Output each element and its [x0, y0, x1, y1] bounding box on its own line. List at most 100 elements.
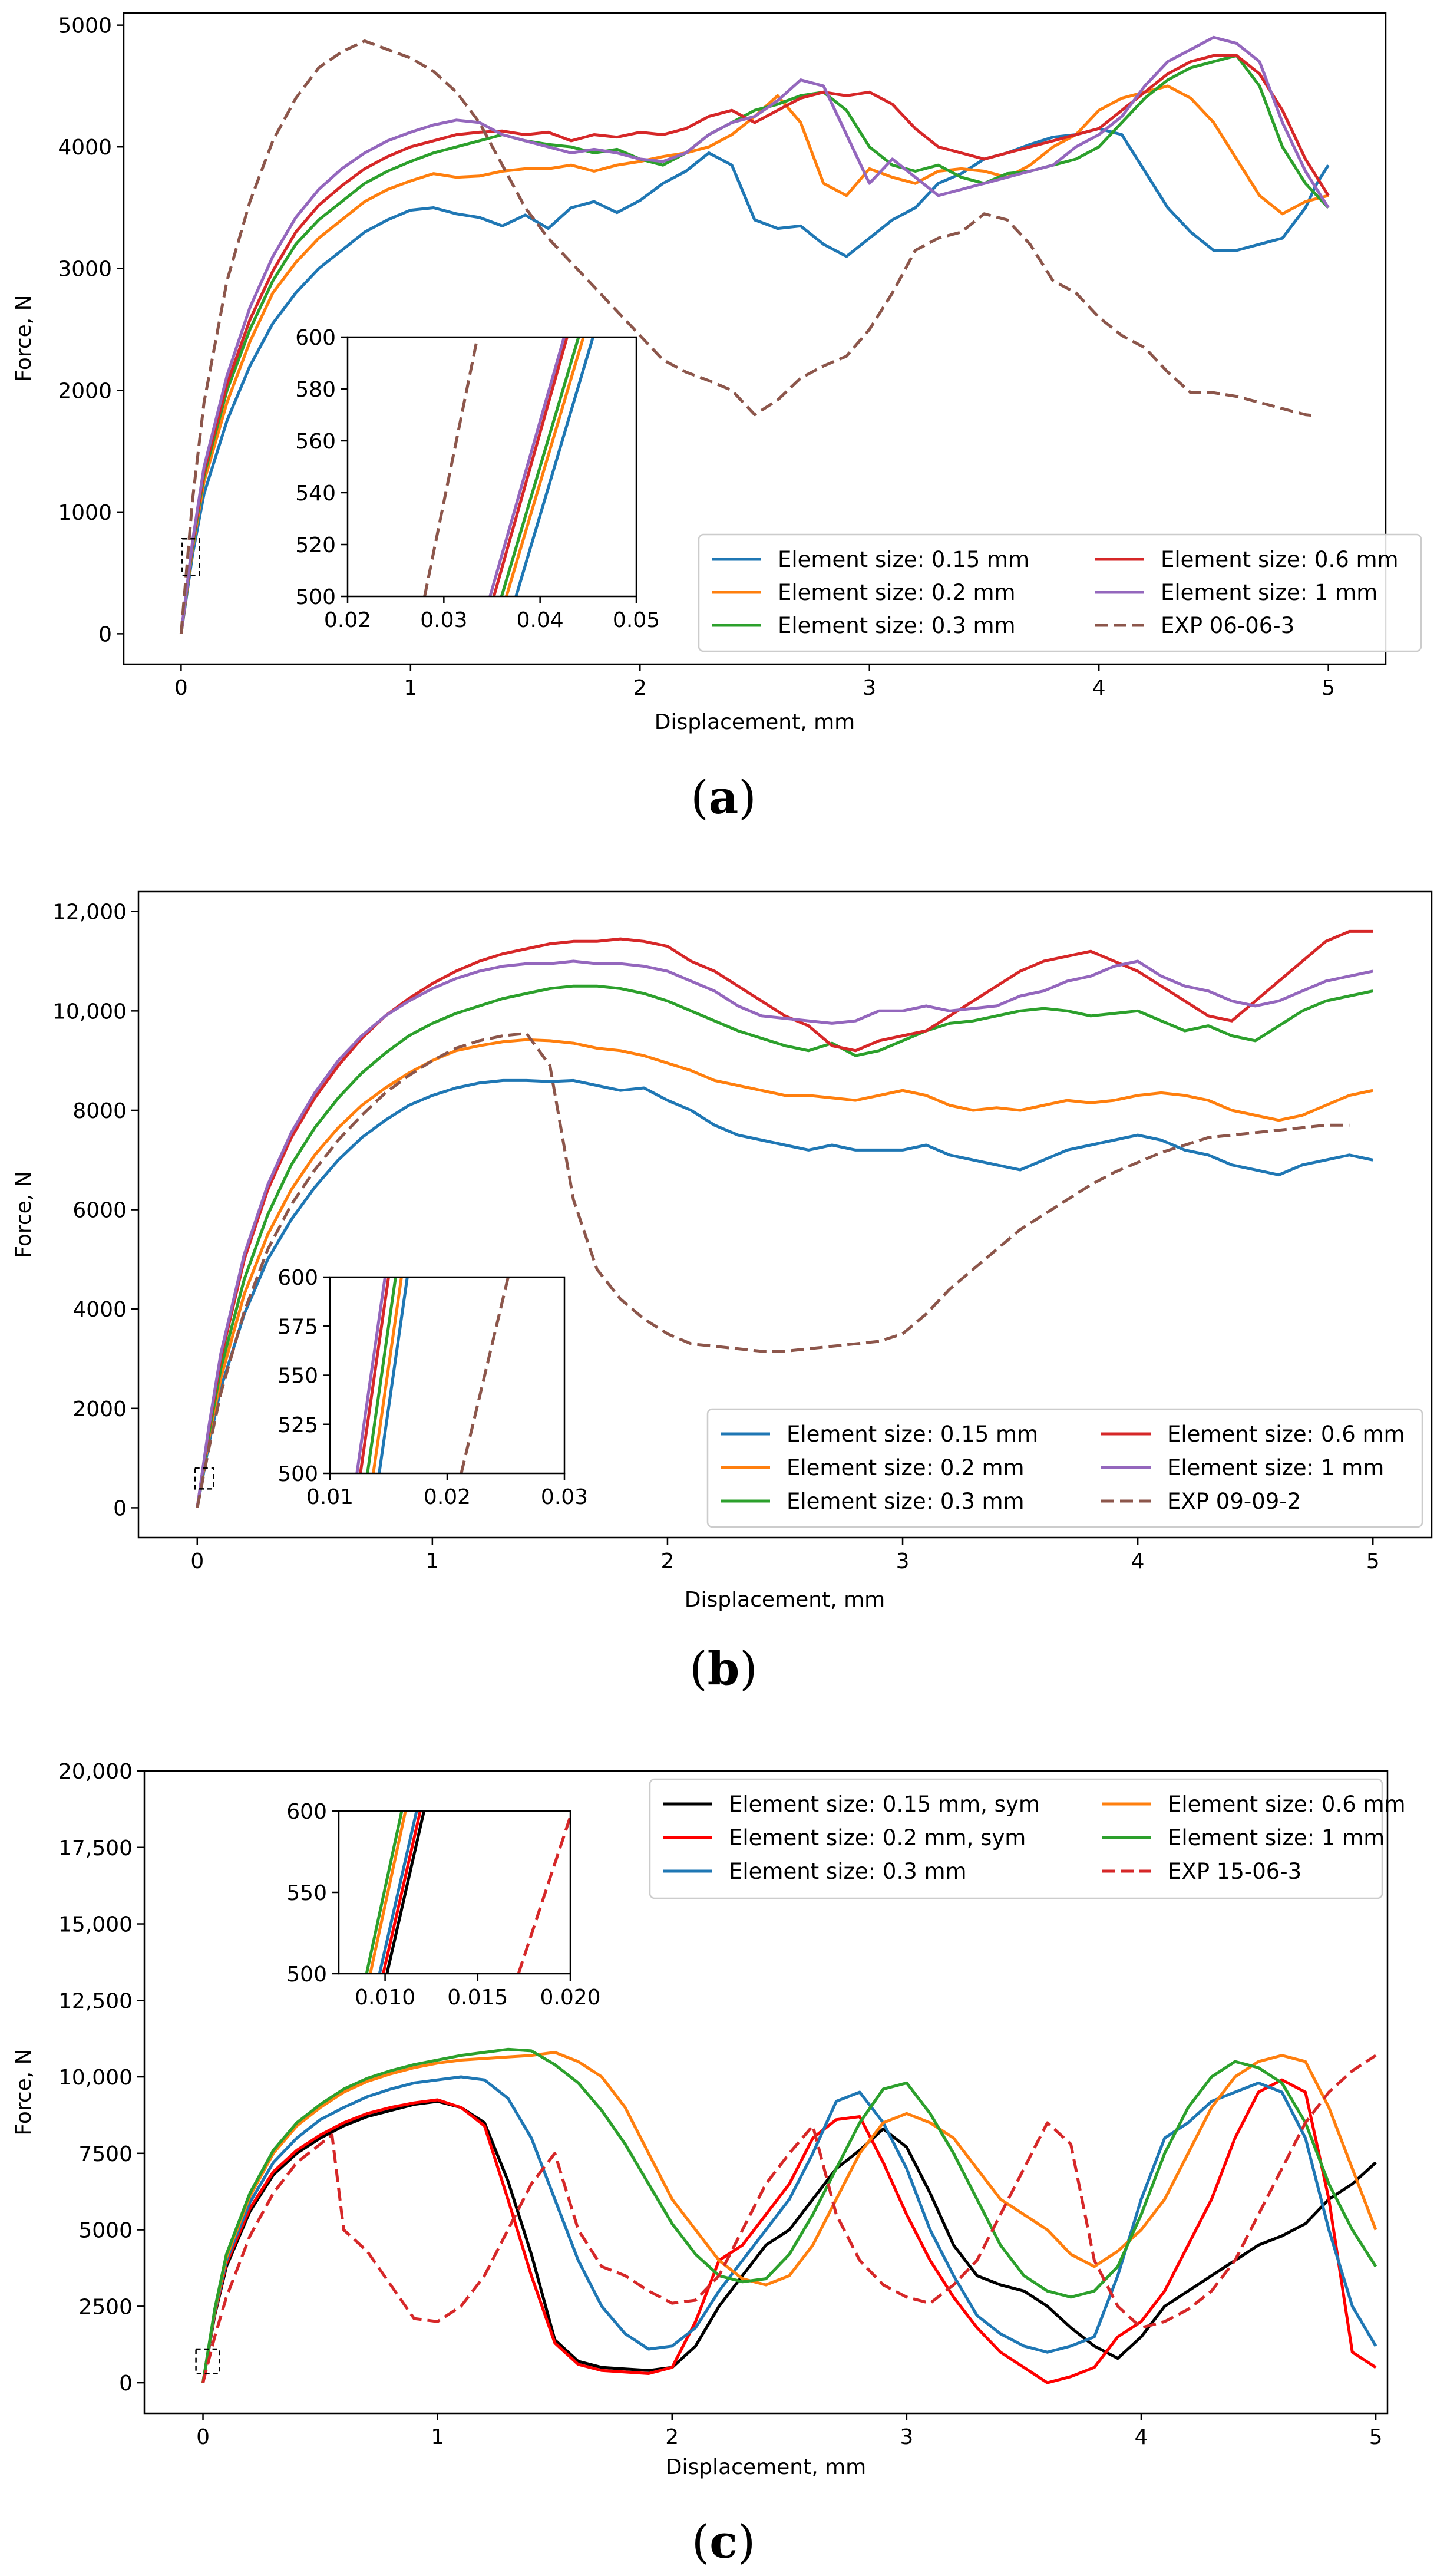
legend-box	[649, 1778, 1383, 1899]
chart-panel-a: 0 1 2 3 4 5 0 1000 2000 3000 4000 5000 Displacement,…	[12, 12, 1422, 734]
y-tick-label: 2000	[58, 379, 112, 403]
caption-c: (c)	[692, 2515, 755, 2569]
legend-label: Element size: 0.15 mm, sym	[729, 1792, 1040, 1817]
x-axis-label: Displacement, mm	[666, 2455, 867, 2479]
inset-y-tick-label: 500	[286, 1962, 327, 1987]
inset-y-tick-label: 550	[277, 1364, 318, 1388]
legend-label: EXP 06-06-3	[1161, 613, 1294, 638]
series-line-2	[196, 1038, 1373, 1508]
x-tick-label: 1	[431, 2425, 444, 2449]
inset-y-tick-label: 600	[295, 326, 336, 350]
inset-background	[348, 337, 636, 596]
x-tick-label: 3	[863, 676, 876, 700]
legend-box	[706, 1408, 1423, 1528]
inset-series-line-2	[372, 1277, 403, 1473]
x-axis-label: Displacement, mm	[655, 710, 855, 734]
series-line-4	[201, 2051, 1377, 2383]
x-tick-label: 0	[174, 676, 188, 700]
series-line-6	[201, 2054, 1377, 2383]
zoom-box	[194, 1467, 214, 1490]
inset-y-tick-label: 500	[277, 1462, 318, 1486]
y-tick-label: 3000	[58, 258, 112, 282]
y-tick-label: 12,500	[58, 1989, 133, 2013]
legend-label: Element size: 0.2 mm	[778, 580, 1016, 605]
x-tick-label: 3	[896, 1549, 910, 1574]
y-axis-label: Force, N	[12, 1171, 36, 1258]
y-tick-label: 8000	[72, 1099, 127, 1123]
inset-series-line-3	[378, 1811, 418, 1974]
y-tick-label: 6000	[72, 1199, 127, 1223]
inset-x-tick-label: 0.03	[420, 608, 467, 632]
inset-y-tick-label: 540	[295, 481, 336, 506]
inset-series-line-1	[514, 337, 594, 596]
legend-label: Element size: 0.15 mm	[778, 547, 1029, 572]
y-tick-label: 0	[113, 1496, 127, 1520]
inset-y-tick-label: 600	[286, 1800, 327, 1824]
inset-series-line-5	[488, 337, 566, 596]
legend-label: Element size: 0.3 mm	[729, 1859, 967, 1884]
y-tick-label: 0	[98, 622, 112, 647]
y-tick-label: 10,000	[58, 2066, 133, 2090]
inset-frame	[346, 336, 637, 598]
legend-label: Element size: 0.6 mm	[1168, 1792, 1406, 1817]
chart-panel-c: 0 1 2 3 4 5 0 2500 5000 7500 10,000 12,500 15,000 17,…	[12, 1760, 1406, 2479]
inset-series-line-6	[517, 1812, 570, 1974]
legend-box	[698, 533, 1422, 652]
inset-y-tick-label: 520	[295, 533, 336, 558]
inset-lines	[365, 1811, 570, 1974]
legend-label: Element size: 0.2 mm, sym	[729, 1825, 1026, 1851]
x-axis-label: Displacement, mm	[685, 1588, 886, 1612]
series-group	[201, 2047, 1377, 2384]
inset-lines	[423, 337, 594, 596]
legend-label: Element size: 0.6 mm	[1167, 1421, 1405, 1447]
y-tick-label: 0	[119, 2371, 133, 2396]
series-line-2	[179, 84, 1329, 634]
legend-label: Element size: 0.15 mm	[787, 1421, 1038, 1447]
x-tick-label: 1	[425, 1549, 439, 1574]
legend-label: Element size: 0.2 mm	[787, 1455, 1025, 1480]
legend-label: Element size: 1 mm	[1167, 1455, 1384, 1480]
inset-y-tick-label: 580	[295, 378, 336, 402]
inset-x-tick-label: 0.02	[424, 1485, 471, 1509]
series-group	[179, 35, 1330, 634]
inset-lines	[355, 1277, 510, 1473]
inset-series-line-1	[378, 1277, 409, 1473]
y-tick-label: 20,000	[58, 1760, 133, 1784]
inset-x-tick-label: 0.020	[540, 1985, 600, 2010]
plot-frame	[137, 890, 1433, 1539]
y-tick-label: 2500	[78, 2295, 133, 2319]
x-tick-label: 1	[404, 676, 417, 700]
series-line-2	[201, 2078, 1377, 2384]
inset-series-line-3	[500, 337, 580, 596]
inset-x-tick-label: 0.01	[306, 1485, 354, 1509]
y-axis-label: Force, N	[12, 295, 36, 381]
series-line-5	[201, 2047, 1377, 2383]
inset-background	[330, 1277, 564, 1473]
x-tick-label: 2	[633, 676, 647, 700]
inset-chart: 0.01 0.02 0.03 500 525 550 575 600	[277, 1266, 588, 1509]
series-line-3	[196, 984, 1373, 1508]
inset-background	[339, 1811, 570, 1974]
series-line-5	[179, 35, 1330, 634]
y-tick-label: 4000	[58, 136, 112, 160]
x-tick-label: 3	[900, 2425, 913, 2449]
inset-x-tick-label: 0.05	[613, 608, 660, 632]
inset-x-tick-label: 0.03	[541, 1485, 588, 1509]
inset-series-line-6	[460, 1277, 510, 1473]
y-tick-label: 4000	[72, 1298, 127, 1322]
y-tick-label: 2000	[72, 1397, 127, 1421]
inset-x-tick-label: 0.02	[324, 608, 371, 632]
inset-y-tick-label: 560	[295, 430, 336, 454]
inset-series-line-2	[382, 1811, 422, 1974]
zoom-box	[181, 538, 200, 576]
y-tick-label: 12,000	[52, 901, 127, 925]
inset-y-tick-label: 550	[286, 1881, 327, 1905]
x-tick-label: 5	[1366, 1549, 1380, 1574]
x-tick-label: 4	[1131, 1549, 1145, 1574]
chart-panel-b: 0 1 2 3 4 5 0 2000 4000 6000 8000 10,000 12,000 Displ…	[12, 890, 1433, 1612]
legend-label: Element size: 1 mm	[1168, 1825, 1385, 1851]
plot-frame	[123, 12, 1387, 665]
x-tick-label: 5	[1369, 2425, 1383, 2449]
inset-series-line-6	[423, 337, 479, 596]
